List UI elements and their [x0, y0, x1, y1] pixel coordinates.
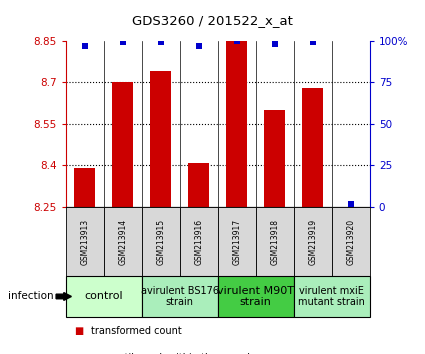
Bar	[74, 168, 95, 207]
Bar	[264, 110, 285, 207]
Text: percentile rank within the sample: percentile rank within the sample	[91, 353, 256, 354]
Bar	[256, 207, 294, 276]
Bar	[332, 207, 370, 276]
Bar	[142, 207, 180, 276]
Text: control: control	[85, 291, 123, 302]
Bar	[188, 163, 209, 207]
Bar	[294, 207, 332, 276]
Bar	[294, 276, 370, 317]
Text: ■: ■	[74, 353, 84, 354]
Text: GSM213917: GSM213917	[232, 218, 241, 265]
Point	[82, 43, 88, 48]
Point	[119, 40, 126, 45]
Bar	[227, 41, 247, 207]
Text: GSM213916: GSM213916	[194, 218, 203, 265]
Text: virulent M90T
strain: virulent M90T strain	[217, 286, 294, 307]
Text: GSM213919: GSM213919	[308, 218, 317, 265]
Bar	[218, 276, 294, 317]
Text: GSM213913: GSM213913	[80, 218, 89, 265]
Bar	[150, 71, 171, 207]
Bar	[142, 276, 218, 317]
Text: GSM213918: GSM213918	[270, 219, 279, 264]
Text: avirulent BS176
strain: avirulent BS176 strain	[141, 286, 219, 307]
Point	[347, 201, 354, 207]
Text: infection: infection	[8, 291, 54, 302]
Bar	[302, 88, 323, 207]
Bar	[104, 207, 142, 276]
Text: ■: ■	[74, 326, 84, 336]
Point	[233, 38, 240, 44]
Text: virulent mxiE
mutant strain: virulent mxiE mutant strain	[298, 286, 365, 307]
Text: GDS3260 / 201522_x_at: GDS3260 / 201522_x_at	[132, 14, 293, 27]
Bar	[66, 207, 104, 276]
Bar	[218, 207, 256, 276]
Point	[196, 43, 202, 48]
Bar	[112, 82, 133, 207]
Text: transformed count: transformed count	[91, 326, 182, 336]
Point	[157, 40, 164, 45]
Text: GSM213915: GSM213915	[156, 218, 165, 265]
Bar	[66, 276, 142, 317]
Bar	[180, 207, 218, 276]
Point	[309, 40, 316, 45]
Point	[272, 41, 278, 47]
Text: GSM213920: GSM213920	[346, 218, 355, 265]
Text: GSM213914: GSM213914	[118, 218, 127, 265]
